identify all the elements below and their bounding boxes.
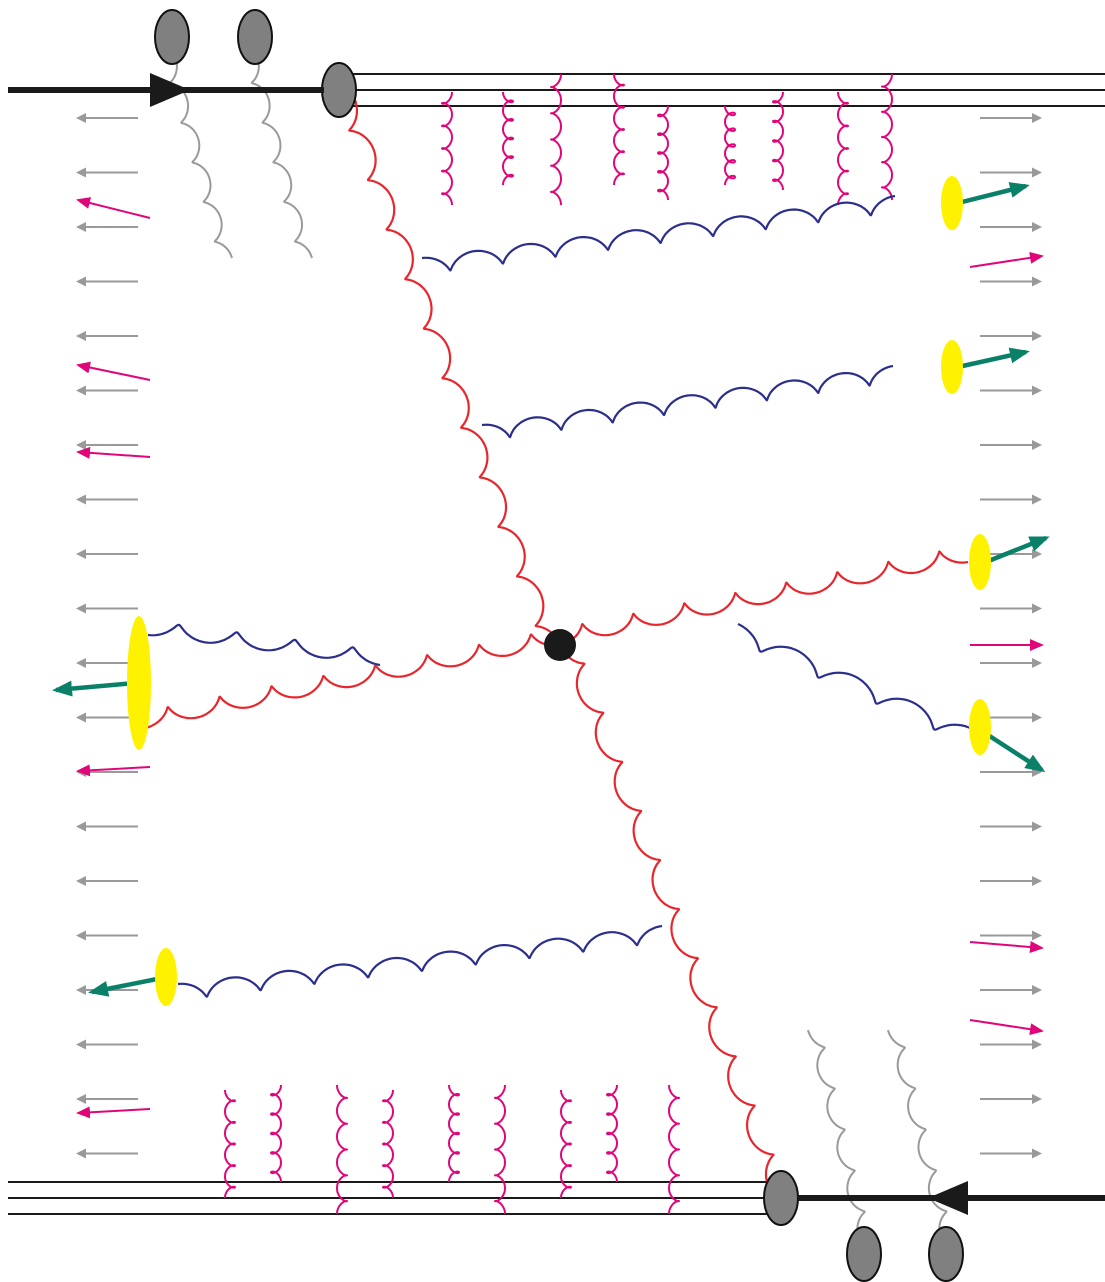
hard-gluon [559, 550, 969, 647]
hard-gluon [348, 99, 562, 646]
hard-gluon [558, 644, 775, 1186]
hadron-cluster [969, 699, 991, 755]
hadron-arrow [957, 347, 1030, 370]
parton-blob [928, 1226, 964, 1282]
remnant-arrow-magenta-right [969, 251, 1044, 268]
ue-gluon-top [837, 91, 849, 206]
spectator-gluon-bottom [887, 1029, 948, 1236]
parton-blob [763, 1170, 799, 1226]
hadron-arrow [985, 535, 1050, 565]
remnant-arrow-magenta-left [76, 764, 151, 777]
hadron-arrow [52, 680, 136, 697]
soft-gluon [481, 364, 894, 439]
beam-arrowhead-top [150, 73, 190, 107]
ue-gluon-bottom [270, 1084, 282, 1183]
beam-arrowhead-bottom [928, 1181, 968, 1215]
hard-scatter-vertex [544, 629, 576, 661]
remnant-arrow-magenta-left [76, 361, 151, 381]
hadron-cluster [941, 340, 963, 394]
parton-blob [237, 9, 273, 65]
ue-gluon-top [724, 105, 736, 186]
soft-gluon-emissions [147, 194, 971, 998]
remnant-arrow-magenta-right [969, 941, 1044, 953]
parton-blobs [127, 9, 991, 1282]
ue-gluon-bottom [382, 1089, 394, 1199]
ue-gluon-top [613, 73, 625, 186]
ue-gluon-bottom [448, 1084, 460, 1183]
hadron-arrows [52, 182, 1050, 997]
ue-gluon-bottom [494, 1084, 506, 1215]
ue-gluon-top [772, 91, 784, 191]
ue-gluon-top [441, 91, 453, 206]
remnant-arrow-magenta-left [76, 446, 151, 459]
hard-gluon-emissions [144, 99, 969, 1186]
parton-blob [846, 1226, 882, 1282]
ue-gluon-bottom [668, 1084, 680, 1215]
soft-gluon [737, 623, 971, 731]
ue-gluon-bottom [224, 1089, 236, 1199]
soft-gluon [147, 623, 381, 667]
ue-gluon-top [881, 73, 893, 201]
hadron-cluster [127, 616, 151, 750]
hadron-arrow [986, 733, 1046, 773]
beam-remnant-arrows [76, 113, 1044, 1159]
remnant-arrow-magenta-left [76, 197, 151, 219]
ue-gluon-bottom [606, 1084, 618, 1183]
parton-blob [321, 62, 357, 118]
hadron-arrow [88, 975, 163, 997]
remnant-arrow-magenta-left [76, 1106, 151, 1119]
hadron-cluster [155, 948, 177, 1006]
hadron-arrow [957, 182, 1030, 206]
ue-gluon-bottom [560, 1089, 572, 1199]
ue-gluon-top [502, 91, 514, 186]
soft-gluon [177, 924, 663, 998]
hard-gluon [144, 633, 561, 730]
hadron-cluster [941, 176, 963, 230]
spectator-gluon-bottom [807, 1029, 866, 1236]
hadron-cluster [969, 534, 991, 590]
beam-remnant-lines [8, 73, 1105, 1215]
underlying-event-gluons [224, 73, 893, 1215]
parton-blob [154, 9, 190, 65]
incoming-beams [8, 73, 1105, 1215]
ue-gluon-top [657, 105, 669, 201]
remnant-arrow-magenta-right [969, 1019, 1044, 1036]
soft-gluon [421, 194, 896, 272]
ue-gluon-bottom [336, 1084, 348, 1215]
ue-gluon-top [550, 73, 562, 206]
